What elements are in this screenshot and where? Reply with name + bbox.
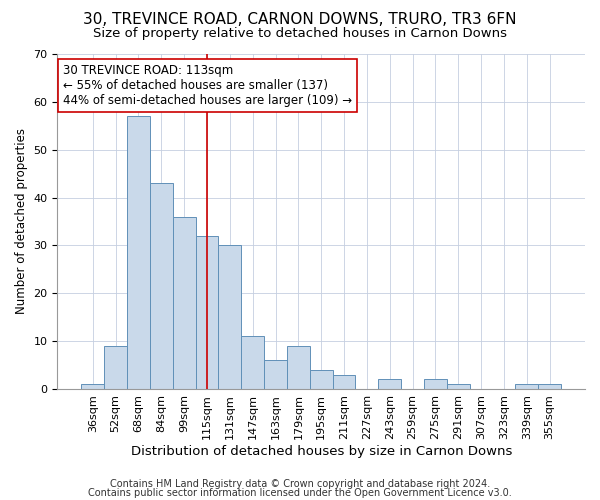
Bar [332,374,355,389]
Bar [379,380,401,389]
Bar [287,346,310,389]
Bar [150,183,173,389]
Bar [173,216,196,389]
Text: 30, TREVINCE ROAD, CARNON DOWNS, TRURO, TR3 6FN: 30, TREVINCE ROAD, CARNON DOWNS, TRURO, … [83,12,517,28]
Text: Contains public sector information licensed under the Open Government Licence v3: Contains public sector information licen… [88,488,512,498]
Text: Contains HM Land Registry data © Crown copyright and database right 2024.: Contains HM Land Registry data © Crown c… [110,479,490,489]
Text: 30 TREVINCE ROAD: 113sqm
← 55% of detached houses are smaller (137)
44% of semi-: 30 TREVINCE ROAD: 113sqm ← 55% of detach… [62,64,352,107]
Y-axis label: Number of detached properties: Number of detached properties [15,128,28,314]
Bar [264,360,287,389]
Bar [127,116,150,389]
Bar [218,246,241,389]
Bar [515,384,538,389]
Bar [310,370,332,389]
Bar [82,384,104,389]
Bar [196,236,218,389]
Bar [104,346,127,389]
Text: Size of property relative to detached houses in Carnon Downs: Size of property relative to detached ho… [93,28,507,40]
Bar [424,380,447,389]
Bar [538,384,561,389]
Bar [241,336,264,389]
X-axis label: Distribution of detached houses by size in Carnon Downs: Distribution of detached houses by size … [131,444,512,458]
Bar [447,384,470,389]
